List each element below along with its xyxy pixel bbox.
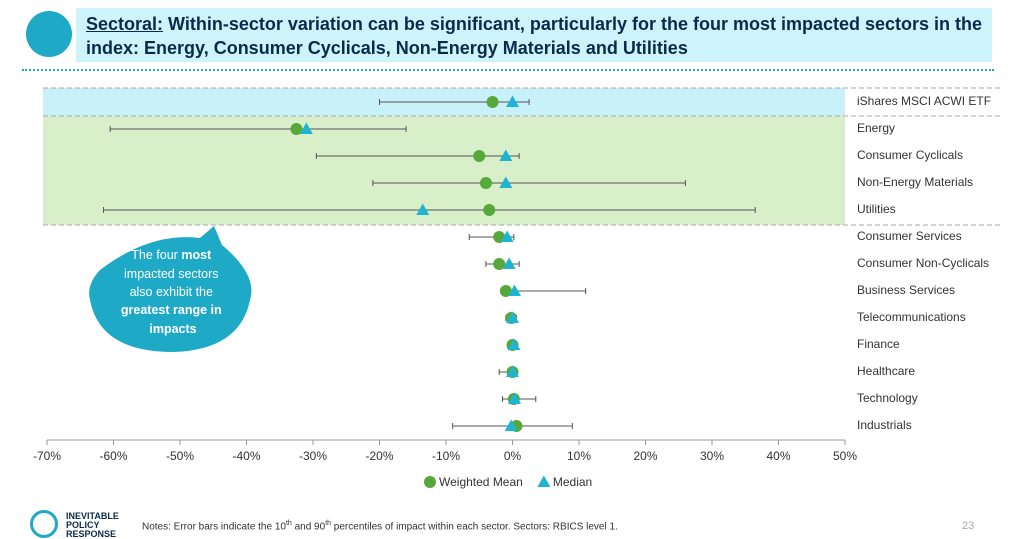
header-band: [76, 8, 992, 62]
x-tick-label: -30%: [299, 449, 327, 463]
category-label: Consumer Cyclicals: [857, 148, 963, 162]
callout-part: most: [181, 248, 212, 262]
x-tick-label: -20%: [365, 449, 393, 463]
x-tick-label: 30%: [700, 449, 724, 463]
median-triangle: [507, 392, 521, 404]
x-tick-label: 20%: [633, 449, 657, 463]
x-tick-label: -70%: [33, 449, 61, 463]
median-triangle: [499, 149, 513, 161]
median-triangle: [504, 419, 518, 431]
notes-part: and 90: [291, 521, 326, 533]
title-rest: Within-sector variation can be significa…: [86, 14, 983, 58]
footer-notes: Notes: Error bars indicate the 10th and …: [142, 520, 618, 532]
footer-logo: [30, 510, 58, 538]
callout-part: The four: [131, 248, 181, 262]
callout-part: also exhibit the: [130, 285, 217, 299]
category-label: Healthcare: [857, 364, 915, 378]
median-triangle: [502, 257, 516, 269]
category-label: Non-Energy Materials: [857, 175, 973, 189]
notes-part: percentiles of impact within each sector…: [331, 521, 618, 533]
legend-label: Median: [553, 475, 592, 489]
x-tick-label: 10%: [567, 449, 591, 463]
category-label: Utilities: [857, 202, 896, 216]
x-tick-label: -10%: [432, 449, 460, 463]
median-triangle: [499, 176, 513, 188]
notes-part: Notes: Error bars indicate the 10: [142, 521, 286, 533]
weighted-mean-dot: [499, 285, 512, 297]
callout-text: The four most impacted sectors also exhi…: [121, 248, 225, 336]
header-icon: [26, 11, 72, 57]
category-label: Finance: [857, 337, 900, 351]
notes-part: th: [325, 520, 332, 527]
median-triangle: [506, 311, 519, 323]
x-tick-label: 50%: [833, 449, 857, 463]
category-label: Consumer Services: [857, 229, 962, 243]
x-tick-label: 40%: [766, 449, 790, 463]
page-number: 23: [962, 520, 975, 532]
category-label: Consumer Non-Cyclicals: [857, 256, 989, 270]
median-triangle: [500, 230, 514, 242]
weighted-mean-dot: [479, 177, 492, 189]
weighted-mean-dot: [493, 258, 506, 270]
title-lead: Sectoral:: [86, 14, 164, 34]
divider: [22, 69, 994, 71]
category-label: Energy: [857, 121, 895, 135]
slide-title: Sectoral: Within-sector variation can be…: [86, 12, 986, 60]
category-label: Industrials: [857, 418, 912, 432]
chart: The four most impacted sectors also exhi…: [33, 87, 1000, 489]
callout-part: greatest range in: [121, 303, 222, 317]
x-tick-label: -40%: [232, 449, 260, 463]
median-triangle: [507, 338, 521, 350]
legend-marker: [424, 476, 436, 488]
category-label: Technology: [857, 391, 918, 405]
weighted-mean-dot: [483, 204, 496, 216]
x-tick-label: -60%: [99, 449, 127, 463]
median-triangle: [506, 95, 519, 107]
category-label: Business Services: [857, 283, 955, 297]
category-label: iShares MSCI ACWI ETF: [857, 94, 991, 108]
median-triangle: [416, 203, 430, 215]
category-label: Telecommunications: [857, 310, 966, 324]
weighted-mean-dot: [486, 96, 499, 108]
legend-label: Weighted Mean: [439, 475, 523, 489]
callout-part: impacts: [149, 322, 196, 336]
x-tick-label: -50%: [166, 449, 194, 463]
legend-marker: [537, 475, 551, 487]
notes-part: th: [285, 520, 292, 527]
callout-bubble: [89, 226, 252, 352]
weighted-mean-dot: [290, 123, 303, 135]
callout-part: impacted sectors: [124, 267, 218, 281]
median-triangle: [299, 122, 313, 134]
footer-logo-text: INEVITABLE POLICY RESPONSE: [66, 511, 119, 539]
x-tick-label: 0%: [504, 449, 522, 463]
median-triangle: [507, 284, 521, 296]
highlight-band: [43, 116, 845, 225]
median-triangle: [506, 365, 519, 377]
weighted-mean-dot: [473, 150, 486, 162]
